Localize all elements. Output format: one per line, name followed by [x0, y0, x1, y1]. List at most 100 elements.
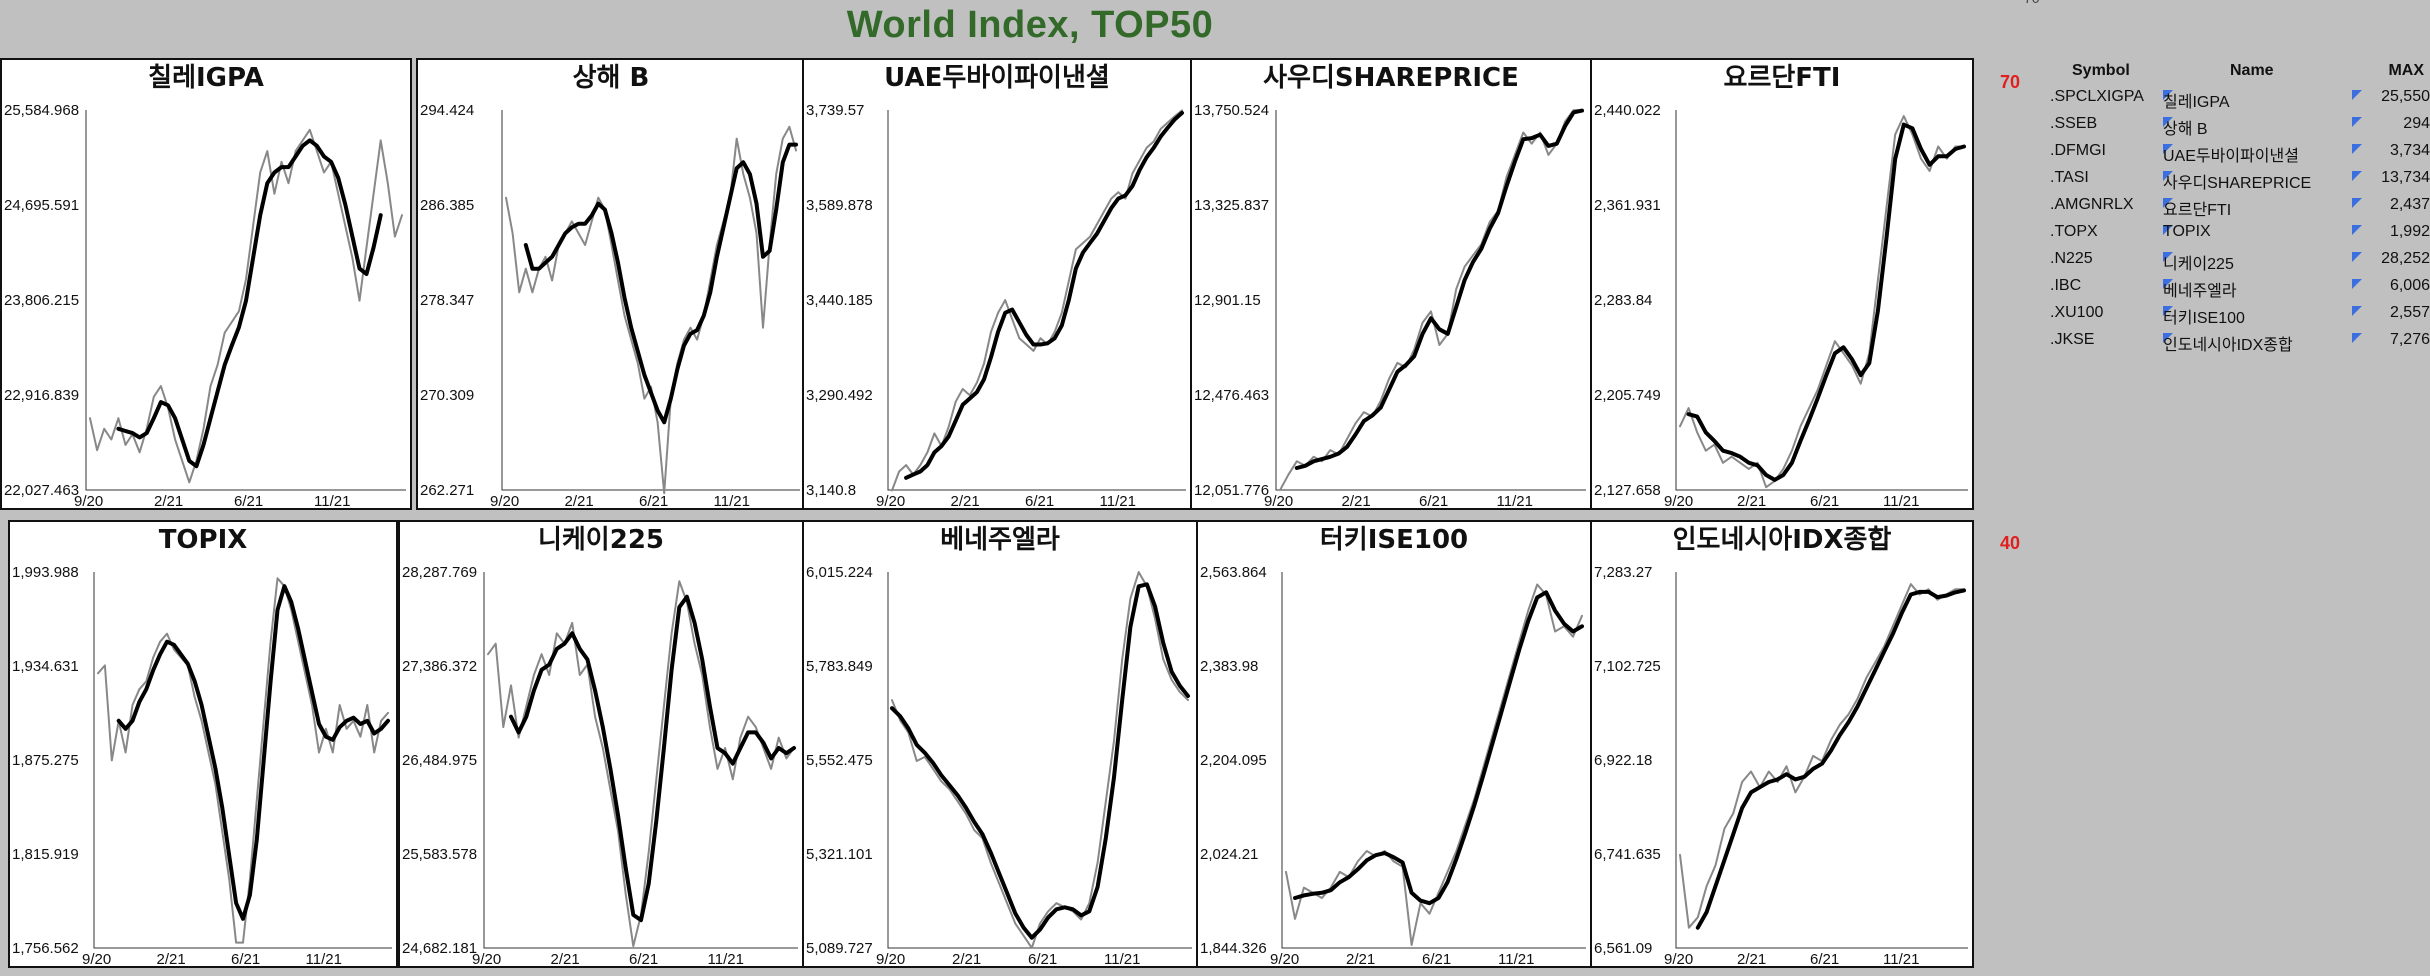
table-row: .N225 니케이225 28,252	[2040, 250, 2430, 277]
x-tick-label: 9/20	[1664, 951, 1693, 966]
y-tick-label: 5,321.101	[806, 846, 873, 863]
series-line-smoothed	[1293, 590, 1584, 906]
y-tick-label: 1,844.326	[1200, 940, 1267, 957]
x-tick-label: 2/21	[1342, 493, 1371, 508]
chart-title: UAE두바이파이낸셜	[884, 63, 1110, 93]
y-tick-label: 5,552.475	[806, 752, 873, 769]
flag-marker-icon	[2163, 144, 2173, 154]
axis-line	[483, 572, 798, 949]
x-tick-label: 2/21	[951, 493, 980, 508]
row-name: 베네주엘라	[2163, 283, 2237, 300]
row-symbol: .TASI	[2050, 169, 2089, 186]
y-tick-label: 25,584.968	[4, 102, 79, 119]
y-tick-label: 12,476.463	[1194, 387, 1269, 404]
chart-panel: 인도네시아IDX종합 7,283.27 7,102.725 6,922.18 6,741…	[1590, 520, 1974, 968]
row-max: 7,276	[2389, 331, 2430, 348]
x-tick-label: 9/20	[472, 951, 501, 966]
page-title: World Index, TOP50	[846, 4, 1214, 46]
y-tick-label: 278.347	[420, 292, 474, 309]
flag-marker-icon	[2163, 333, 2173, 343]
chart-svg: 상해 B 294.424 286.385 278.347 270.309 262.271 9…	[420, 63, 800, 508]
series-line-smoothed	[523, 142, 798, 425]
x-tick-label: 6/21	[1028, 951, 1057, 966]
chart-panel: TOPIX 1,993.988 1,934.631 1,875.275 1,815.91…	[8, 520, 398, 968]
series-line-smoothed	[1695, 588, 1966, 930]
flag-marker-icon	[2352, 198, 2362, 208]
corner-value: 70	[2024, 0, 2040, 6]
header-symbol: Symbol	[2072, 62, 2130, 79]
chart-title: 요르단FTI	[1724, 63, 1841, 93]
flag-marker-icon	[2352, 252, 2362, 262]
row-max: 294	[2403, 115, 2430, 132]
axis-line	[501, 110, 800, 491]
x-tick-label: 6/21	[231, 951, 260, 966]
x-tick-label: 6/21	[1025, 493, 1054, 508]
flag-marker-icon	[2163, 117, 2173, 127]
y-tick-label: 7,102.725	[1594, 658, 1661, 675]
chart-title: TOPIX	[159, 525, 248, 555]
y-tick-label: 1,934.631	[12, 658, 79, 675]
x-tick-label: 11/21	[1497, 493, 1533, 508]
flag-marker-icon	[2163, 225, 2173, 235]
flag-marker-icon	[2352, 333, 2362, 343]
x-tick-label: 2/21	[551, 951, 580, 966]
chart-panel: 사우디SHAREPRICE 13,750.524 13,325.837 12,901.…	[1190, 58, 1592, 510]
table-row: .IBC 베네주엘라 6,006	[2040, 277, 2430, 304]
series-line-smoothed	[509, 594, 796, 923]
row-symbol: .XU100	[2050, 304, 2104, 321]
header-name: Name	[2230, 62, 2274, 79]
chart-svg: 요르단FTI 2,440.022 2,361.931 2,283.84 2,205.74…	[1594, 63, 1968, 508]
flag-marker-icon	[2163, 279, 2173, 289]
chart-panel: UAE두바이파이낸셜 3,739.57 3,589.878 3,440.185 3,29…	[802, 58, 1192, 510]
x-tick-label: 9/20	[490, 493, 519, 508]
x-tick-label: 6/21	[1810, 951, 1839, 966]
x-tick-label: 2/21	[1346, 951, 1375, 966]
x-tick-label: 9/20	[1664, 493, 1693, 508]
series-line-raw	[487, 580, 795, 948]
chart-panel: 요르단FTI 2,440.022 2,361.931 2,283.84 2,205.74…	[1590, 58, 1974, 510]
y-tick-label: 2,361.931	[1594, 197, 1661, 214]
axis-line	[887, 572, 1192, 949]
flag-marker-icon	[2352, 171, 2362, 181]
series-line-raw	[505, 125, 797, 495]
table-row: .SSEB 상해 B 294	[2040, 115, 2430, 142]
flag-marker-icon	[2163, 171, 2173, 181]
header-max: MAX	[2388, 62, 2424, 79]
index-table: Symbol Name MAX .SPCLXIGPA 칠레IGPA 25,550 .S…	[2040, 62, 2430, 358]
row-name: 칠레IGPA	[2163, 94, 2230, 111]
row-name: 요르단FTI	[2163, 202, 2232, 219]
chart-title: 터키ISE100	[1320, 525, 1468, 555]
x-tick-label: 11/21	[1100, 493, 1136, 508]
chart-title: 니케이225	[538, 525, 664, 555]
axis-line	[1281, 572, 1586, 949]
row-max: 3,734	[2389, 142, 2430, 159]
chart-svg: 인도네시아IDX종합 7,283.27 7,102.725 6,922.18 6,741…	[1594, 525, 1968, 966]
series-line-raw	[891, 571, 1189, 949]
chart-panel: 베네주엘라 6,015.224 5,783.849 5,552.475 5,321.10…	[802, 520, 1198, 968]
series-line-raw	[1679, 583, 1965, 929]
chart-svg: 베네주엘라 6,015.224 5,783.849 5,552.475 5,321.10…	[806, 525, 1192, 966]
chart-svg: 사우디SHAREPRICE 13,750.524 13,325.837 12,901.…	[1194, 63, 1586, 508]
flag-marker-icon	[2163, 306, 2173, 316]
chart-svg: 터키ISE100 2,563.864 2,383.98 2,204.095 2,024.…	[1200, 525, 1586, 966]
y-tick-label: 3,290.492	[806, 387, 873, 404]
chart-title: 칠레IGPA	[148, 63, 264, 93]
x-tick-label: 11/21	[708, 951, 744, 966]
table-row: .DFMGI UAE두바이파이낸셜 3,734	[2040, 142, 2430, 169]
row-symbol: .TOPX	[2050, 223, 2098, 240]
flag-marker-icon	[2352, 90, 2362, 100]
x-tick-label: 6/21	[1422, 951, 1451, 966]
chart-svg: 칠레IGPA 25,584.968 24,695.591 23,806.215 22,9…	[4, 63, 406, 508]
row-max: 1,992	[2389, 223, 2430, 240]
flag-marker-icon	[2352, 144, 2362, 154]
row-max: 13,734	[2381, 169, 2430, 186]
row-max: 6,006	[2389, 277, 2430, 294]
side-mark-top: 70	[2000, 72, 2021, 92]
y-tick-label: 286.385	[420, 197, 474, 214]
chart-title: 상해 B	[573, 63, 650, 93]
y-tick-label: 7,283.27	[1594, 564, 1652, 581]
flag-marker-icon	[2163, 252, 2173, 262]
flag-marker-icon	[2352, 306, 2362, 316]
chart-title: 인도네시아IDX종합	[1673, 525, 1892, 555]
flag-marker-icon	[2352, 279, 2362, 289]
